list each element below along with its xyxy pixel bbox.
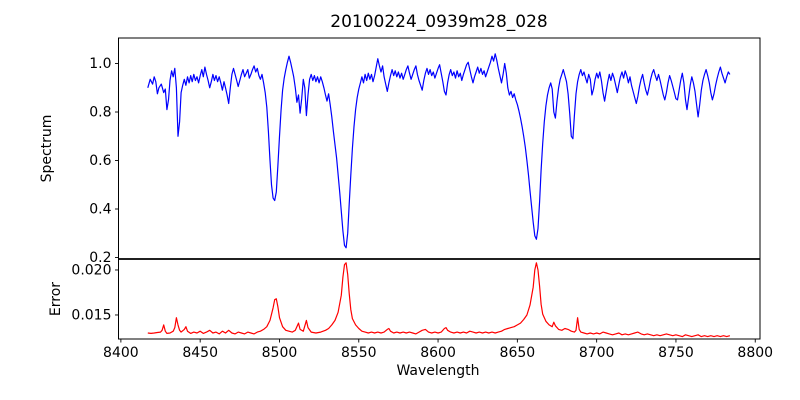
- y-tick-label: 0.4: [89, 201, 111, 217]
- y-tick-label: 1.0: [89, 56, 111, 72]
- x-tick-label: 8700: [579, 345, 615, 361]
- spectrum-curve: [147, 53, 731, 249]
- x-tick-label: 8800: [737, 345, 773, 361]
- y-tick-label: 0.015: [71, 307, 111, 323]
- x-tick-label: 8550: [341, 345, 377, 361]
- axes-layer: 0.2 0.4 0.6 0.8 1.0 0.015 0.020 8400 8450 8500 855…: [71, 37, 773, 361]
- x-tick-label: 8400: [103, 345, 139, 361]
- y-tick-label: 0.020: [71, 262, 111, 278]
- error-axis-label: Error: [48, 282, 64, 316]
- spectrum-axis-label: Spectrum: [39, 115, 55, 183]
- y-tick-label: 0.6: [89, 153, 111, 169]
- error-curve: [147, 262, 731, 338]
- chart-title: 20100224_0939m28_028: [330, 12, 547, 32]
- x-tick-label: 8600: [420, 345, 456, 361]
- y-tick-label: 0.2: [89, 250, 111, 266]
- x-tick-label: 8650: [500, 345, 536, 361]
- y-tick-label: 0.8: [89, 105, 111, 121]
- x-axis-label: Wavelength: [396, 363, 479, 379]
- x-tick-label: 8450: [182, 345, 218, 361]
- spectrum-panel-frame: [118, 37, 761, 260]
- x-tick-label: 8750: [658, 345, 694, 361]
- error-panel-frame: [118, 258, 761, 340]
- x-tick-label: 8500: [262, 345, 298, 361]
